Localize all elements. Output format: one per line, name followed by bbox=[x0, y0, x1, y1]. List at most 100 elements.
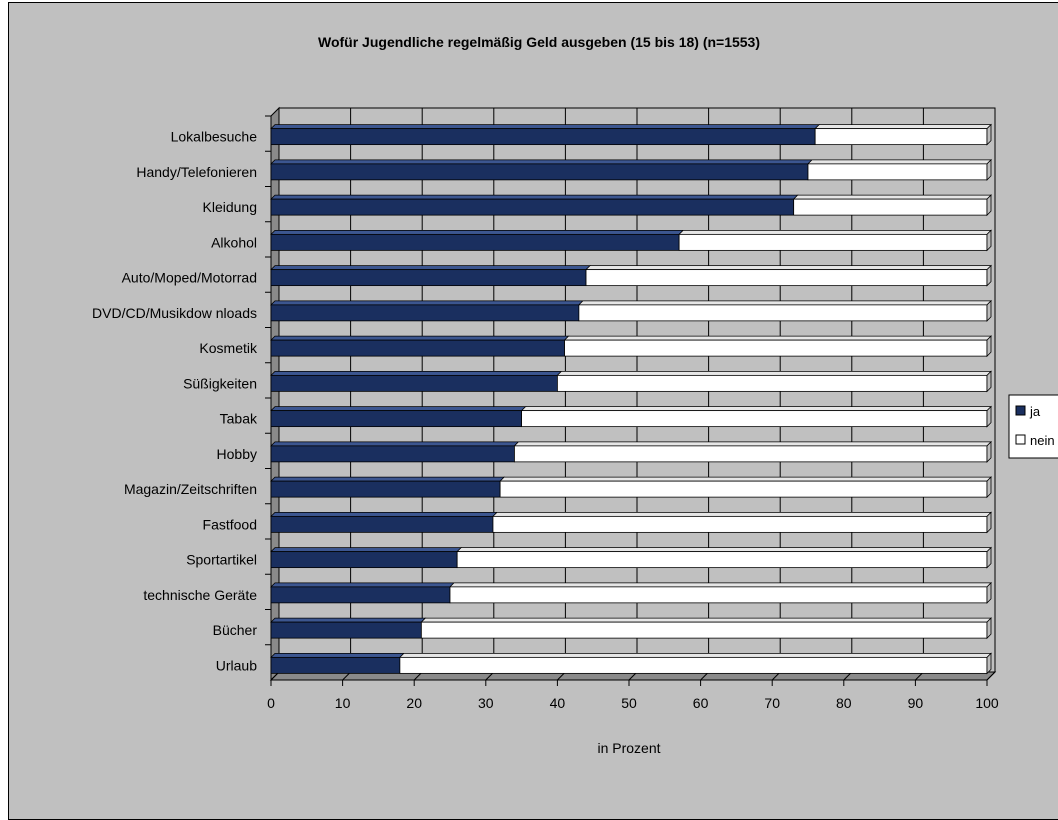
category-label: Süßigkeiten bbox=[183, 375, 257, 391]
bar-nein-top bbox=[499, 476, 992, 482]
x-tick-label: 100 bbox=[975, 695, 999, 711]
bar-nein bbox=[814, 128, 988, 146]
bar-ja-top bbox=[270, 300, 584, 306]
legend-label-ja: ja bbox=[1029, 404, 1041, 419]
bar-nein-top bbox=[398, 652, 992, 658]
bar-nein-side bbox=[986, 123, 992, 146]
bar-nein-side bbox=[986, 405, 992, 428]
bar-nein-side bbox=[986, 299, 992, 322]
bar-nein-top bbox=[491, 511, 992, 517]
bar-ja bbox=[270, 374, 558, 392]
bar-nein bbox=[793, 198, 988, 216]
bar-nein-side bbox=[986, 194, 992, 217]
bar-ja-top bbox=[270, 441, 520, 447]
bar-nein-top bbox=[585, 265, 992, 271]
category-label: Lokalbesuche bbox=[171, 129, 258, 145]
bar-nein-side bbox=[986, 546, 992, 569]
category-label: Magazin/Zeitschriften bbox=[124, 481, 257, 497]
bar-ja-top bbox=[270, 159, 813, 165]
category-label: Alkohol bbox=[211, 234, 257, 250]
bar-nein-side bbox=[986, 229, 992, 252]
x-tick-label: 60 bbox=[693, 695, 709, 711]
legend-swatch-nein bbox=[1015, 434, 1026, 445]
bar-nein-top bbox=[792, 194, 992, 200]
x-tick-label: 30 bbox=[478, 695, 494, 711]
category-label: DVD/CD/Musikdow nloads bbox=[92, 305, 257, 321]
x-tick-label: 20 bbox=[406, 695, 422, 711]
chart-area: Wofür Jugendliche regelmäßig Geld ausgeb… bbox=[8, 2, 1058, 820]
bar-ja bbox=[270, 233, 680, 251]
bar-nein-side bbox=[986, 476, 992, 499]
bar-nein-top bbox=[456, 547, 992, 553]
bar-nein bbox=[564, 339, 988, 357]
bar-nein bbox=[499, 480, 988, 498]
bar-ja-top bbox=[270, 652, 405, 658]
bar-nein-top bbox=[678, 229, 992, 235]
bar-ja-top bbox=[270, 511, 498, 517]
bar-ja bbox=[270, 480, 501, 498]
bar-ja bbox=[270, 621, 422, 639]
bar-ja bbox=[270, 515, 494, 533]
bar-nein-top bbox=[513, 441, 992, 447]
bar-ja-top bbox=[270, 370, 563, 376]
bar-nein bbox=[399, 656, 988, 674]
x-tick-label: 80 bbox=[836, 695, 852, 711]
bar-nein bbox=[585, 269, 988, 287]
bar-nein bbox=[521, 410, 988, 428]
bar-ja-top bbox=[270, 335, 570, 341]
bar-ja-top bbox=[270, 476, 506, 482]
bar-nein-top bbox=[556, 370, 992, 376]
gridline-floor bbox=[986, 671, 996, 681]
bar-nein bbox=[678, 233, 988, 251]
category-label: Bücher bbox=[213, 622, 258, 638]
category-label: Sportartikel bbox=[186, 552, 257, 568]
bar-ja bbox=[270, 269, 587, 287]
category-label: Auto/Moped/Motorrad bbox=[122, 270, 257, 286]
category-label: Fastfood bbox=[203, 516, 257, 532]
bar-nein bbox=[807, 163, 988, 181]
bar-chart: Wofür Jugendliche regelmäßig Geld ausgeb… bbox=[92, 34, 1058, 756]
bar-nein-side bbox=[986, 440, 992, 463]
bar-nein bbox=[420, 621, 988, 639]
bar-nein bbox=[449, 586, 988, 604]
legend-label-nein: nein bbox=[1030, 433, 1055, 448]
bar-ja bbox=[270, 339, 565, 357]
category-label: Hobby bbox=[217, 446, 257, 462]
x-tick-label: 50 bbox=[621, 695, 637, 711]
bar-nein bbox=[557, 374, 988, 392]
bar-ja bbox=[270, 410, 523, 428]
bar-ja-top bbox=[270, 265, 592, 271]
bar-nein bbox=[514, 445, 988, 463]
bar-ja-top bbox=[270, 547, 463, 553]
category-label: Kosmetik bbox=[199, 340, 258, 356]
bar-ja bbox=[270, 304, 580, 322]
category-label: technische Geräte bbox=[143, 587, 257, 603]
category-label: Handy/Telefonieren bbox=[136, 164, 257, 180]
bar-nein bbox=[456, 551, 988, 569]
bar-nein-top bbox=[807, 159, 992, 165]
bar-nein-side bbox=[986, 158, 992, 181]
bar-ja-top bbox=[270, 229, 685, 235]
legend-swatch-ja bbox=[1015, 405, 1026, 416]
bar-nein-side bbox=[986, 264, 992, 287]
x-tick-label: 70 bbox=[764, 695, 780, 711]
bar-ja bbox=[270, 551, 458, 569]
bar-nein-side bbox=[986, 652, 992, 675]
category-label: Urlaub bbox=[216, 657, 257, 673]
bar-nein-top bbox=[520, 406, 992, 412]
x-tick-label: 10 bbox=[335, 695, 351, 711]
bar-nein-top bbox=[577, 300, 992, 306]
chart-title: Wofür Jugendliche regelmäßig Geld ausgeb… bbox=[318, 34, 760, 50]
category-label: Kleidung bbox=[203, 199, 258, 215]
bar-ja-top bbox=[270, 124, 821, 130]
bar-ja-top bbox=[270, 406, 527, 412]
legend: ja nein bbox=[1008, 394, 1058, 459]
bar-ja-top bbox=[270, 582, 455, 588]
bar-ja bbox=[270, 586, 451, 604]
bar-nein-side bbox=[986, 511, 992, 534]
x-tick-label: 0 bbox=[267, 695, 275, 711]
x-axis-title: in Prozent bbox=[597, 740, 660, 756]
bar-nein-side bbox=[986, 617, 992, 640]
bar-nein-top bbox=[420, 617, 992, 623]
category-label: Tabak bbox=[220, 411, 258, 427]
